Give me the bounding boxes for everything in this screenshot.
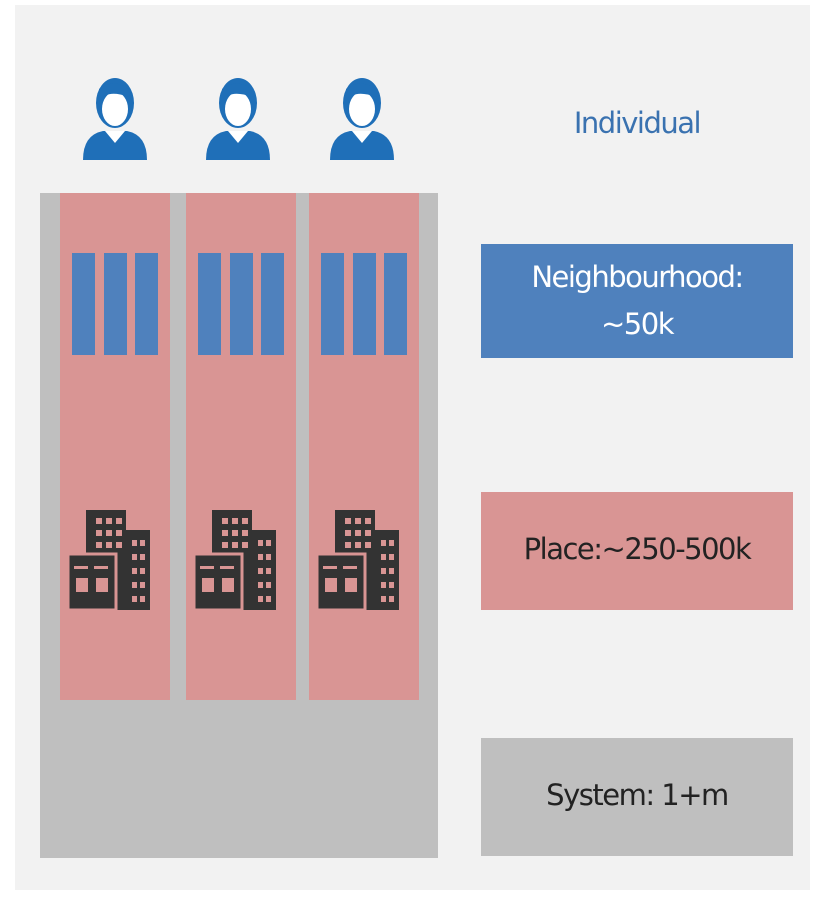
neighbourhood-bar	[104, 253, 127, 355]
place-label: Place:~250-500k	[524, 532, 752, 566]
neighbourhood-bar	[72, 253, 95, 355]
neighbourhood-bar	[198, 253, 221, 355]
neighbourhood-label: Neighbourhood:	[531, 260, 742, 294]
neighbourhood-label: ~50k	[601, 307, 675, 341]
neighbourhood-box	[481, 244, 793, 358]
system-label: System: 1+m	[546, 778, 728, 812]
column	[60, 78, 170, 700]
neighbourhood-bar	[353, 253, 376, 355]
place-box	[481, 492, 793, 610]
neighbourhood-bar	[384, 253, 407, 355]
neighbourhood-bar	[230, 253, 253, 355]
neighbourhood-bar	[321, 253, 344, 355]
neighbourhood-bar	[261, 253, 284, 355]
neighbourhood-bar	[135, 253, 158, 355]
column	[186, 78, 296, 700]
column	[309, 78, 419, 700]
system-box	[481, 738, 793, 856]
individual-label: Individual	[574, 106, 700, 140]
